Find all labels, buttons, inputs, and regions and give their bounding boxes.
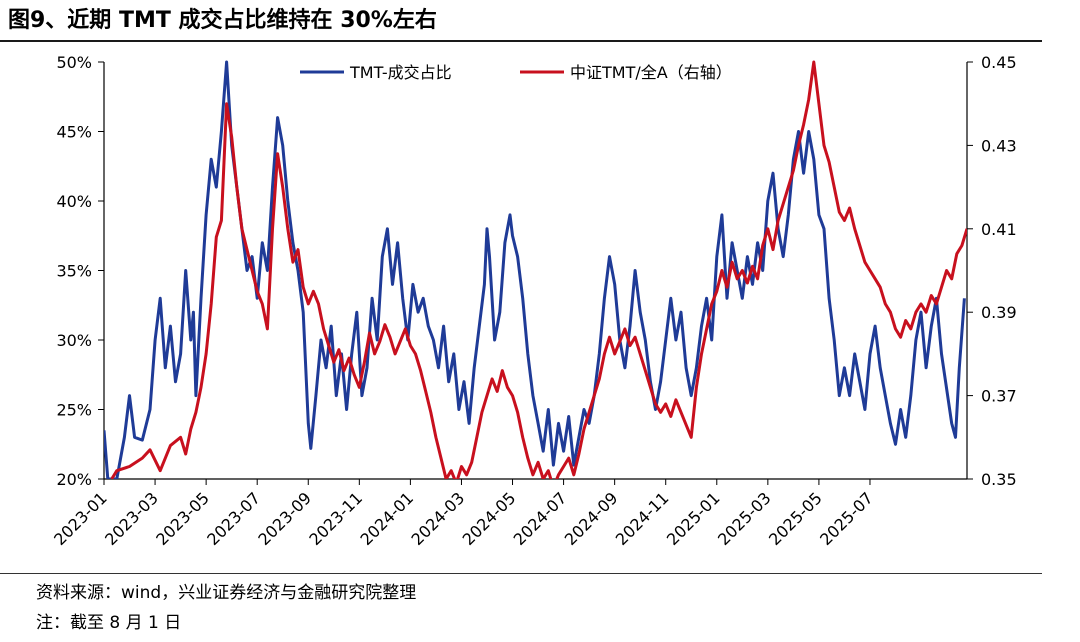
x-tick-label: 2025-03 xyxy=(714,488,775,549)
series-line-tmt-share xyxy=(104,60,966,479)
legend-label-tmt-share: TMT-成交占比 xyxy=(349,63,452,82)
left-tick-label: 35% xyxy=(56,262,92,281)
series-layer xyxy=(104,60,967,479)
title-rule xyxy=(0,40,1042,42)
right-tick-label: 0.39 xyxy=(981,303,1017,322)
line-chart: 20% 25% 30% 35% 40% 45% 50% 0.35 0.37 0.39 0.41 0.4… xyxy=(50,53,1017,549)
x-tick-label: 2023-01 xyxy=(50,488,111,549)
series-line-tmt-ratio xyxy=(110,60,967,479)
x-tick-label: 2023-07 xyxy=(203,488,264,549)
x-tick-label: 2023-03 xyxy=(101,488,162,549)
x-tick-label: 2024-07 xyxy=(510,488,571,549)
legend-label-tmt-ratio: 中证TMT/全A（右轴） xyxy=(570,63,732,82)
legend: TMT-成交占比 中证TMT/全A（右轴） xyxy=(300,63,732,82)
x-tick-label: 2024-01 xyxy=(357,488,418,549)
x-tick-label: 2025-01 xyxy=(663,488,724,549)
left-tick-label: 30% xyxy=(56,331,92,350)
right-tick-label: 0.35 xyxy=(981,470,1017,489)
x-tick-label: 2024-03 xyxy=(408,488,469,549)
x-tick-label: 2024-05 xyxy=(459,488,520,549)
x-tick-label: 2023-05 xyxy=(152,488,213,549)
right-tick-label: 0.45 xyxy=(981,53,1017,72)
x-tick-label: 2023-11 xyxy=(305,488,366,549)
source-note: 资料来源：wind，兴业证券经济与金融研究院整理 xyxy=(36,583,417,603)
right-tick-label: 0.41 xyxy=(981,220,1017,239)
figure-title: 图9、近期 TMT 成交占比维持在 30%左右 xyxy=(8,8,437,33)
x-tick-label: 2024-11 xyxy=(612,488,673,549)
right-tick-label: 0.43 xyxy=(981,136,1017,155)
x-tick-label: 2025-05 xyxy=(765,488,826,549)
left-tick-label: 45% xyxy=(56,123,92,142)
x-tick-label: 2023-09 xyxy=(254,488,315,549)
footer-rule xyxy=(0,573,1042,574)
left-tick-label: 20% xyxy=(56,470,92,489)
right-tick-label: 0.37 xyxy=(981,387,1017,406)
left-tick-label: 40% xyxy=(56,192,92,211)
x-tick-label: 2025-07 xyxy=(816,488,877,549)
date-note: 注：截至 8 月 1 日 xyxy=(36,613,182,633)
left-tick-label: 25% xyxy=(56,401,92,420)
x-tick-label: 2024-09 xyxy=(561,488,622,549)
left-tick-label: 50% xyxy=(56,53,92,72)
